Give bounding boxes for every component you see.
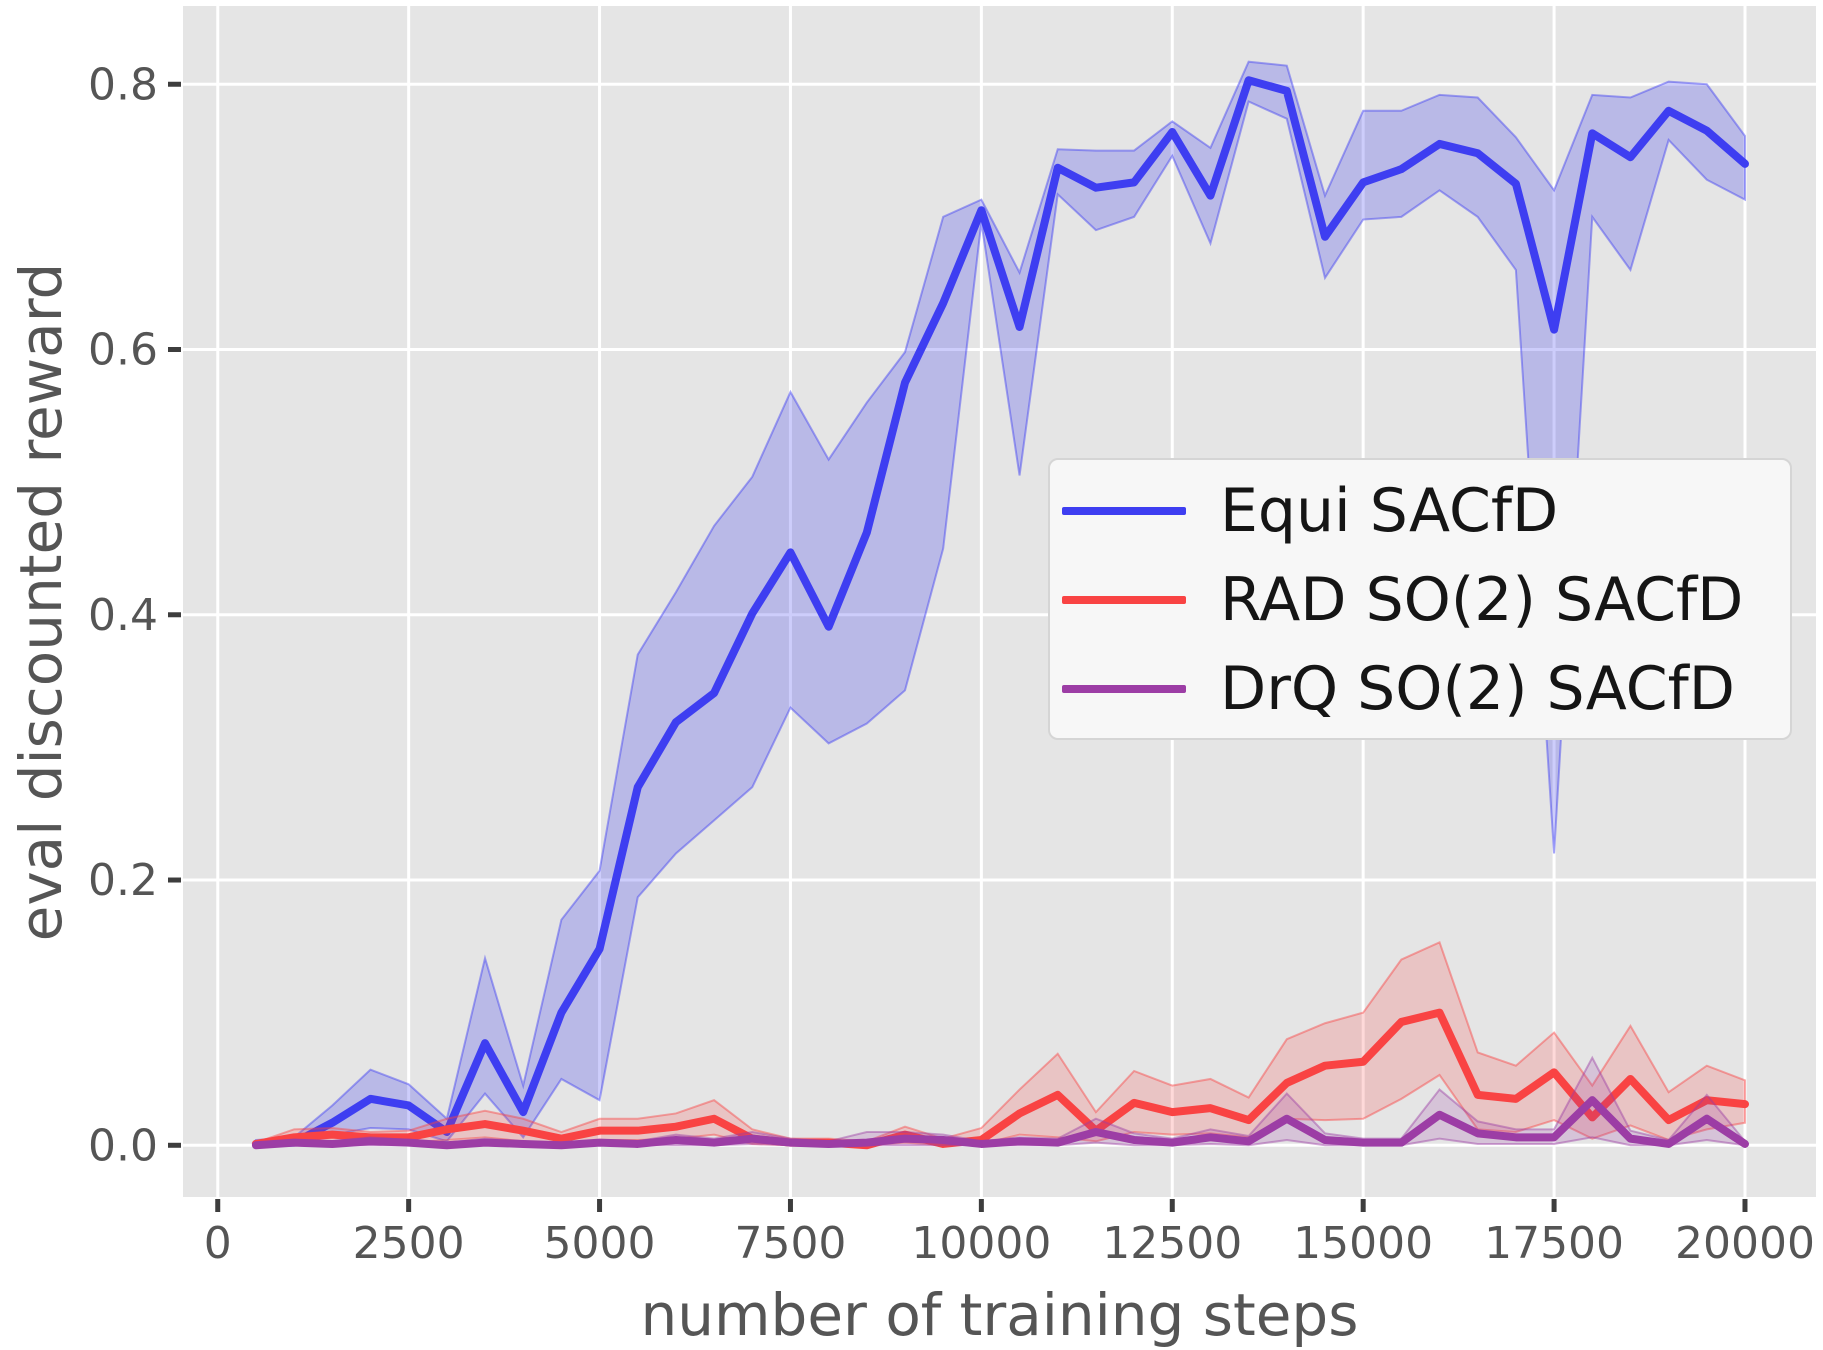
series-drq-so2-sacfd <box>251 1055 1749 1150</box>
series-equi-sacfd <box>251 60 1749 1148</box>
svg-text:0.0: 0.0 <box>88 1120 158 1171</box>
svg-text:5000: 5000 <box>544 1218 656 1269</box>
y-axis-label: eval discounted reward <box>7 262 75 942</box>
svg-text:17500: 17500 <box>1484 1218 1624 1269</box>
svg-text:20000: 20000 <box>1675 1218 1815 1269</box>
mean-line-drq-so2-sacfd <box>251 1096 1749 1150</box>
svg-text:2500: 2500 <box>353 1218 465 1269</box>
y-tick-labels: 0.0 0.2 0.4 0.6 0.8 <box>88 59 158 1171</box>
x-axis-label: number of training steps <box>640 1281 1359 1349</box>
svg-text:10000: 10000 <box>911 1218 1051 1269</box>
tick-marks <box>168 81 1748 1212</box>
legend-item-label: DrQ SO(2) SACfD <box>1220 653 1735 724</box>
legend: Equi SACfD RAD SO(2) SACfD DrQ SO(2) SAC… <box>1048 458 1792 740</box>
svg-text:0.4: 0.4 <box>88 590 158 641</box>
legend-item: DrQ SO(2) SACfD <box>1050 644 1790 733</box>
svg-text:0: 0 <box>204 1218 232 1269</box>
svg-text:15000: 15000 <box>1293 1218 1433 1269</box>
mean-line-equi-sacfd <box>251 76 1749 1148</box>
svg-text:0.2: 0.2 <box>88 855 158 906</box>
legend-item: Equi SACfD <box>1050 466 1790 555</box>
confidence-band-equi-sacfd <box>254 60 1746 1147</box>
legend-item: RAD SO(2) SACfD <box>1050 555 1790 644</box>
legend-line-swatch-red <box>1062 595 1186 604</box>
x-tick-labels: 0 2500 5000 7500 10000 12500 15000 17500 20000 <box>204 1218 1815 1269</box>
legend-line-swatch-purple <box>1062 684 1186 693</box>
legend-item-label: Equi SACfD <box>1220 475 1559 546</box>
svg-text:12500: 12500 <box>1102 1218 1242 1269</box>
svg-text:0.8: 0.8 <box>88 59 158 110</box>
legend-line-swatch-blue <box>1062 506 1186 515</box>
mean-line-rad-so2-sacfd <box>251 1008 1749 1150</box>
svg-text:7500: 7500 <box>734 1218 846 1269</box>
svg-text:0.6: 0.6 <box>88 325 158 376</box>
legend-item-label: RAD SO(2) SACfD <box>1220 564 1744 635</box>
